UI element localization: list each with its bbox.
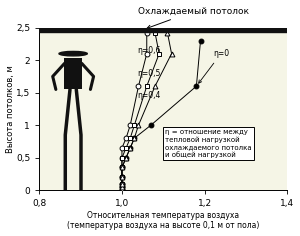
Bar: [39, 28, 287, 32]
Y-axis label: Высота потолков, м: Высота потолков, м: [6, 65, 15, 153]
Text: Охлаждаемый потолок: Охлаждаемый потолок: [138, 7, 249, 29]
Text: η=0: η=0: [199, 49, 229, 83]
FancyBboxPatch shape: [64, 58, 82, 89]
X-axis label: Относительная температура воздуха
(температура воздуха на высоте 0,1 м от пола): Относительная температура воздуха (темпе…: [67, 211, 260, 230]
Circle shape: [59, 51, 87, 56]
Text: η=0,5: η=0,5: [137, 69, 160, 78]
Text: η=0,6: η=0,6: [137, 46, 160, 55]
Text: η=0,4: η=0,4: [137, 91, 160, 101]
Text: η = отношение между
тепловой нагрузкой
охлаждаемого потолка
и общей нагрузкой: η = отношение между тепловой нагрузкой о…: [165, 129, 252, 158]
